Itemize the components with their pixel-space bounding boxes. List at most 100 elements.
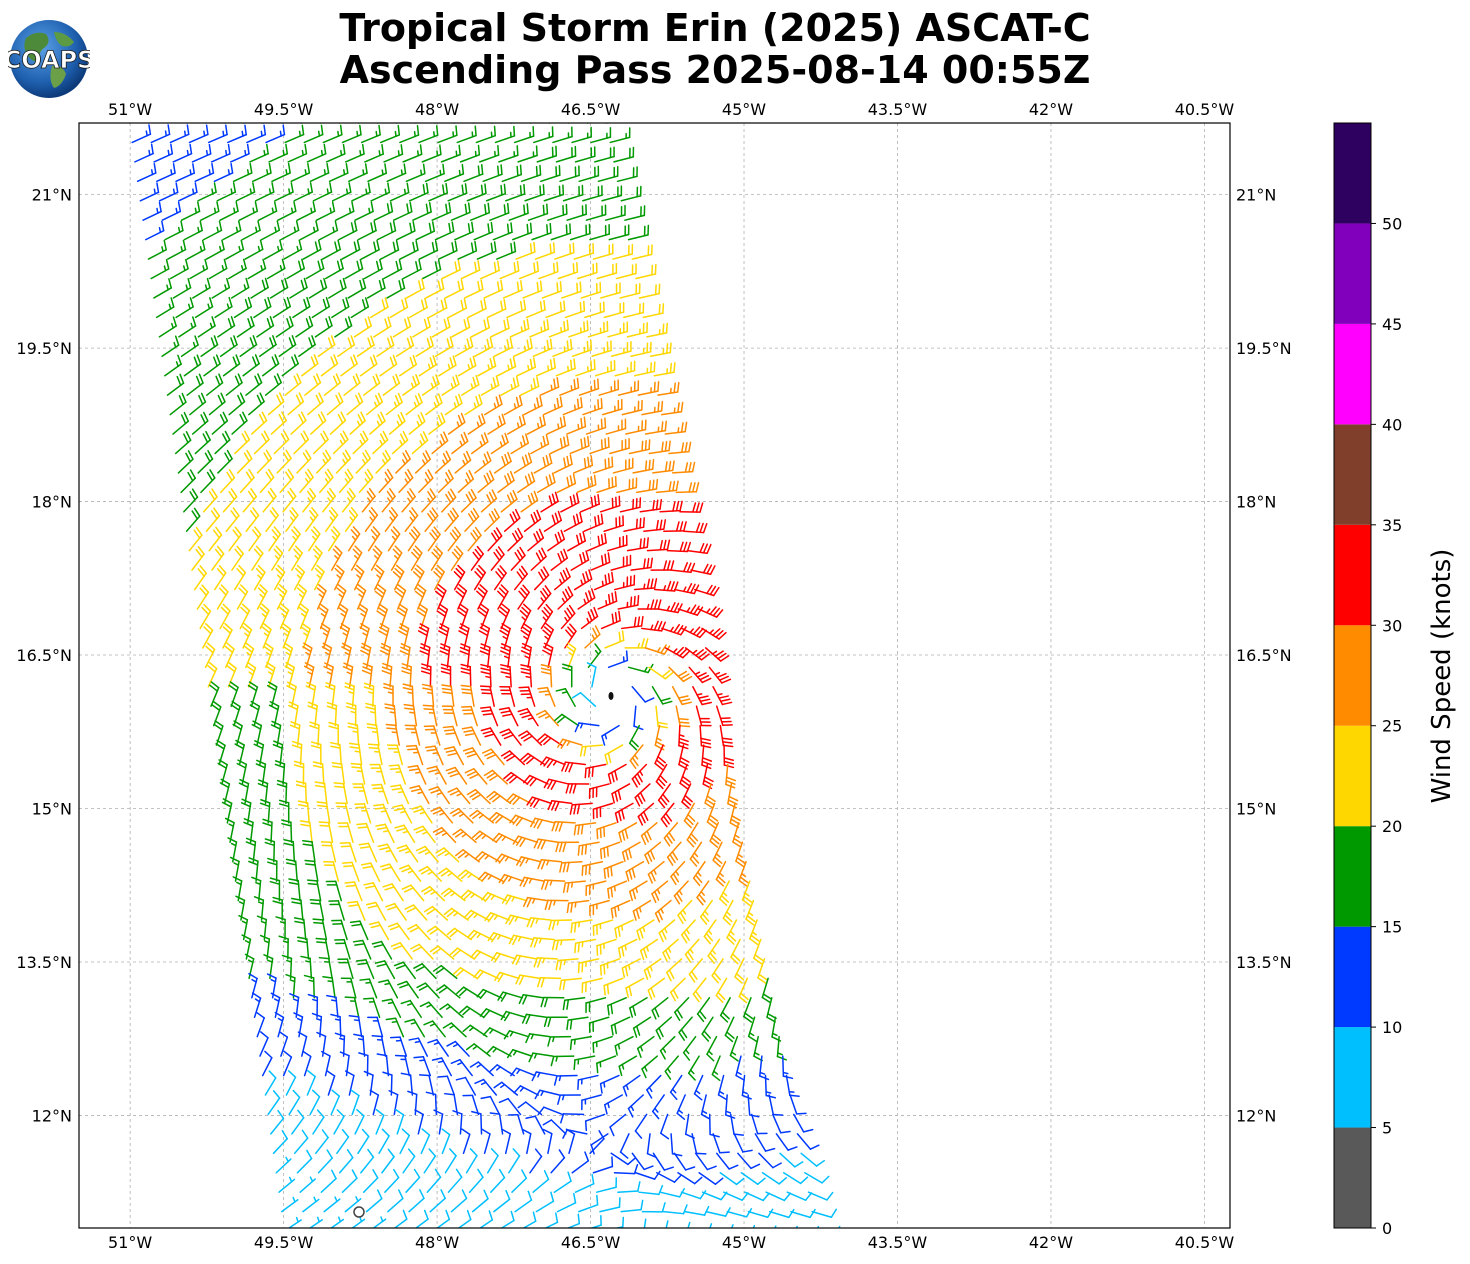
wind-barb bbox=[381, 1148, 395, 1174]
wind-barb bbox=[396, 844, 419, 863]
wind-barb bbox=[399, 125, 420, 144]
wind-barb bbox=[374, 584, 387, 610]
wind-barb bbox=[405, 744, 424, 766]
wind-barb bbox=[512, 835, 539, 847]
wind-barb bbox=[625, 977, 645, 998]
wind-barb bbox=[577, 841, 600, 856]
wind-barb bbox=[185, 123, 189, 124]
wind-barb bbox=[475, 125, 496, 144]
wind-barb bbox=[331, 182, 352, 202]
wind-barb bbox=[800, 1152, 825, 1167]
wind-barb bbox=[729, 802, 741, 829]
wind-barb bbox=[617, 595, 640, 610]
wind-barb bbox=[421, 683, 435, 707]
wind-barb bbox=[364, 507, 379, 532]
wind-barb bbox=[341, 239, 361, 260]
wind-barb bbox=[459, 643, 471, 669]
wind-barb bbox=[434, 336, 454, 358]
wind-barb bbox=[500, 664, 512, 688]
wind-barb bbox=[421, 259, 442, 280]
wind-barb bbox=[668, 441, 692, 455]
wind-barb bbox=[251, 876, 262, 902]
wind-barb bbox=[352, 939, 372, 960]
wind-barb bbox=[164, 354, 182, 377]
wind-barb bbox=[290, 897, 304, 921]
wind-barb bbox=[210, 143, 231, 163]
wind-barb bbox=[320, 354, 339, 377]
wind-barb bbox=[175, 163, 196, 183]
wind-barb bbox=[433, 564, 445, 591]
wind-barb bbox=[514, 1190, 533, 1213]
wind-barb bbox=[482, 1027, 509, 1038]
wind-barb bbox=[468, 1168, 484, 1193]
wind-barb bbox=[295, 316, 314, 338]
wind-barb bbox=[550, 1055, 575, 1067]
wind-barb bbox=[636, 1035, 655, 1058]
wind-barb bbox=[166, 373, 185, 396]
wind-barb bbox=[786, 1191, 813, 1201]
wind-barb bbox=[585, 997, 607, 1014]
wind-barb bbox=[646, 539, 671, 552]
wind-barb bbox=[378, 468, 394, 494]
wind-barb bbox=[394, 584, 407, 610]
wind-barb bbox=[500, 750, 526, 766]
wind-barb bbox=[557, 586, 574, 610]
wind-barb bbox=[386, 744, 404, 766]
wind-barb bbox=[578, 1194, 599, 1213]
wind-barb bbox=[304, 373, 322, 396]
wind-barb bbox=[497, 584, 509, 610]
wind-barb bbox=[628, 724, 641, 751]
wind-barb bbox=[697, 606, 724, 618]
wind-barb bbox=[619, 1133, 630, 1159]
wind-barb bbox=[547, 203, 568, 221]
wind-barb bbox=[553, 454, 573, 474]
wind-barb bbox=[500, 1210, 515, 1228]
wind-barb bbox=[385, 902, 407, 921]
wind-barb bbox=[590, 127, 612, 144]
wind-barb bbox=[681, 783, 693, 809]
wind-barb bbox=[521, 1128, 532, 1155]
lon-tick-label: 40.5°W bbox=[1175, 100, 1235, 119]
wind-barb bbox=[611, 783, 631, 804]
wind-barb bbox=[469, 809, 495, 824]
wind-barb bbox=[317, 1149, 333, 1174]
wind-barb bbox=[196, 584, 210, 610]
wind-barb bbox=[470, 432, 489, 455]
wind-barb bbox=[596, 822, 617, 840]
wind-barb bbox=[409, 785, 430, 805]
wind-barb bbox=[590, 552, 611, 571]
wind-barb bbox=[219, 201, 239, 221]
wind-barb bbox=[158, 182, 179, 202]
wind-barb bbox=[344, 143, 365, 163]
wind-barb bbox=[480, 1095, 501, 1116]
wind-barb bbox=[620, 185, 642, 202]
wind-barb bbox=[379, 863, 401, 882]
wind-barb bbox=[239, 603, 251, 630]
wind-barb bbox=[253, 896, 265, 921]
wind-barb bbox=[743, 997, 754, 1023]
wind-barb bbox=[319, 468, 334, 494]
wind-barb bbox=[347, 900, 366, 921]
lat-tick-labels-left: 21°N 19.5°N 18°N 16.5°N 15°N 13.5°N 12°N bbox=[16, 186, 72, 1126]
wind-barb bbox=[526, 917, 552, 928]
wind-barb bbox=[440, 663, 452, 688]
wind-barb bbox=[424, 507, 439, 532]
colorbar-label: Wind Speed (knots) bbox=[1427, 549, 1457, 804]
wind-barb bbox=[520, 664, 533, 688]
wind-barb bbox=[669, 977, 686, 1002]
wind-barb bbox=[675, 705, 691, 728]
wind-barb bbox=[429, 945, 455, 960]
wind-barb bbox=[478, 623, 491, 649]
wind-barb bbox=[730, 1224, 734, 1228]
wind-barb bbox=[668, 666, 693, 683]
wind-barb bbox=[291, 1109, 305, 1135]
wind-barb bbox=[293, 917, 307, 941]
wind-barb bbox=[565, 642, 577, 669]
wind-barb bbox=[316, 449, 332, 474]
wind-barb bbox=[425, 278, 445, 299]
wind-barb bbox=[654, 744, 666, 771]
wind-barb bbox=[383, 259, 403, 280]
wind-barb bbox=[358, 842, 378, 863]
wind-barb bbox=[479, 643, 491, 669]
wind-barb bbox=[297, 1031, 308, 1057]
